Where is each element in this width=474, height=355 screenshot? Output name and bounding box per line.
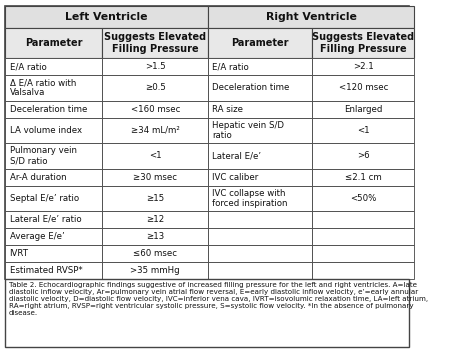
Text: E/A ratio: E/A ratio bbox=[9, 62, 46, 71]
Bar bbox=[312, 262, 414, 279]
Bar bbox=[102, 211, 208, 228]
Bar bbox=[312, 28, 414, 58]
Bar bbox=[102, 186, 208, 211]
Text: ≥30 msec: ≥30 msec bbox=[133, 173, 177, 181]
Bar bbox=[5, 211, 102, 228]
Bar bbox=[312, 186, 414, 211]
Text: >2.1: >2.1 bbox=[353, 62, 374, 71]
Text: Ar-A duration: Ar-A duration bbox=[9, 173, 66, 181]
Bar bbox=[5, 118, 102, 143]
Text: Suggests Elevated
Filling Pressure: Suggests Elevated Filling Pressure bbox=[104, 32, 206, 54]
Bar bbox=[208, 58, 312, 75]
Text: ≤2.1 cm: ≤2.1 cm bbox=[345, 173, 382, 181]
Bar bbox=[208, 143, 312, 169]
Bar bbox=[5, 58, 102, 75]
Text: Septal E/e’ ratio: Septal E/e’ ratio bbox=[9, 194, 79, 203]
Text: <1: <1 bbox=[149, 151, 162, 160]
Text: ≥15: ≥15 bbox=[146, 194, 164, 203]
Text: Table 2. Echocardiographic findings suggestive of increased filling pressure for: Table 2. Echocardiographic findings sugg… bbox=[9, 282, 428, 316]
Text: LA volume index: LA volume index bbox=[9, 126, 82, 135]
Bar bbox=[312, 169, 414, 186]
Bar bbox=[5, 6, 409, 279]
Bar bbox=[5, 279, 409, 347]
Bar bbox=[312, 118, 414, 143]
Text: ≥0.5: ≥0.5 bbox=[145, 83, 165, 92]
Text: Suggests Elevated
Filling Pressure: Suggests Elevated Filling Pressure bbox=[312, 32, 414, 54]
Text: RA size: RA size bbox=[212, 104, 244, 114]
Text: Lateral E/e’: Lateral E/e’ bbox=[212, 151, 262, 160]
Text: >35 mmHg: >35 mmHg bbox=[130, 266, 180, 275]
Text: Δ E/A ratio with
Valsalva: Δ E/A ratio with Valsalva bbox=[9, 78, 76, 98]
Text: Estimated RVSP*: Estimated RVSP* bbox=[9, 266, 82, 275]
Text: ≥34 mL/m²: ≥34 mL/m² bbox=[131, 126, 180, 135]
Bar bbox=[102, 75, 208, 100]
Bar bbox=[208, 262, 312, 279]
Text: Deceleration time: Deceleration time bbox=[9, 104, 87, 114]
Bar bbox=[5, 6, 208, 28]
Bar bbox=[102, 228, 208, 245]
Text: <160 msec: <160 msec bbox=[130, 104, 180, 114]
Bar bbox=[208, 186, 312, 211]
Text: <50%: <50% bbox=[350, 194, 376, 203]
Bar bbox=[102, 58, 208, 75]
Bar bbox=[5, 100, 102, 118]
Text: ≤60 msec: ≤60 msec bbox=[133, 249, 177, 258]
Bar bbox=[208, 28, 312, 58]
Bar bbox=[102, 118, 208, 143]
Text: IVC caliber: IVC caliber bbox=[212, 173, 259, 181]
Bar bbox=[5, 228, 102, 245]
Text: Right Ventricle: Right Ventricle bbox=[266, 12, 357, 22]
Bar bbox=[208, 100, 312, 118]
Bar bbox=[208, 245, 312, 262]
Bar bbox=[5, 75, 102, 100]
Text: Pulmonary vein
S/D ratio: Pulmonary vein S/D ratio bbox=[9, 146, 77, 165]
Bar bbox=[102, 100, 208, 118]
Text: <1: <1 bbox=[357, 126, 370, 135]
Text: ≥12: ≥12 bbox=[146, 215, 164, 224]
Bar bbox=[312, 228, 414, 245]
Text: Deceleration time: Deceleration time bbox=[212, 83, 290, 92]
Bar bbox=[5, 186, 102, 211]
Text: Enlarged: Enlarged bbox=[344, 104, 383, 114]
Text: Parameter: Parameter bbox=[25, 38, 82, 48]
Bar bbox=[102, 143, 208, 169]
Text: Parameter: Parameter bbox=[231, 38, 289, 48]
Bar bbox=[208, 75, 312, 100]
Bar bbox=[208, 228, 312, 245]
Bar bbox=[102, 28, 208, 58]
Bar bbox=[102, 262, 208, 279]
Text: >6: >6 bbox=[357, 151, 370, 160]
Text: <120 msec: <120 msec bbox=[338, 83, 388, 92]
Bar bbox=[312, 75, 414, 100]
Bar bbox=[312, 211, 414, 228]
Text: IVRT: IVRT bbox=[9, 249, 28, 258]
Bar bbox=[312, 58, 414, 75]
Bar bbox=[208, 6, 414, 28]
Bar bbox=[5, 143, 102, 169]
Bar bbox=[5, 169, 102, 186]
Text: Lateral E/e’ ratio: Lateral E/e’ ratio bbox=[9, 215, 81, 224]
Text: Hepatic vein S/D
ratio: Hepatic vein S/D ratio bbox=[212, 121, 284, 140]
Bar bbox=[5, 28, 102, 58]
Text: Average E/e’: Average E/e’ bbox=[9, 232, 64, 241]
Bar bbox=[208, 118, 312, 143]
Bar bbox=[5, 262, 102, 279]
Bar bbox=[312, 143, 414, 169]
Bar bbox=[102, 169, 208, 186]
Bar bbox=[208, 169, 312, 186]
Bar bbox=[5, 245, 102, 262]
Text: Left Ventricle: Left Ventricle bbox=[65, 12, 148, 22]
Text: ≥13: ≥13 bbox=[146, 232, 164, 241]
Bar bbox=[208, 211, 312, 228]
Bar bbox=[312, 245, 414, 262]
Text: E/A ratio: E/A ratio bbox=[212, 62, 249, 71]
Text: >1.5: >1.5 bbox=[145, 62, 165, 71]
Text: IVC collapse with
forced inspiration: IVC collapse with forced inspiration bbox=[212, 189, 288, 208]
Bar bbox=[312, 100, 414, 118]
Bar bbox=[102, 245, 208, 262]
